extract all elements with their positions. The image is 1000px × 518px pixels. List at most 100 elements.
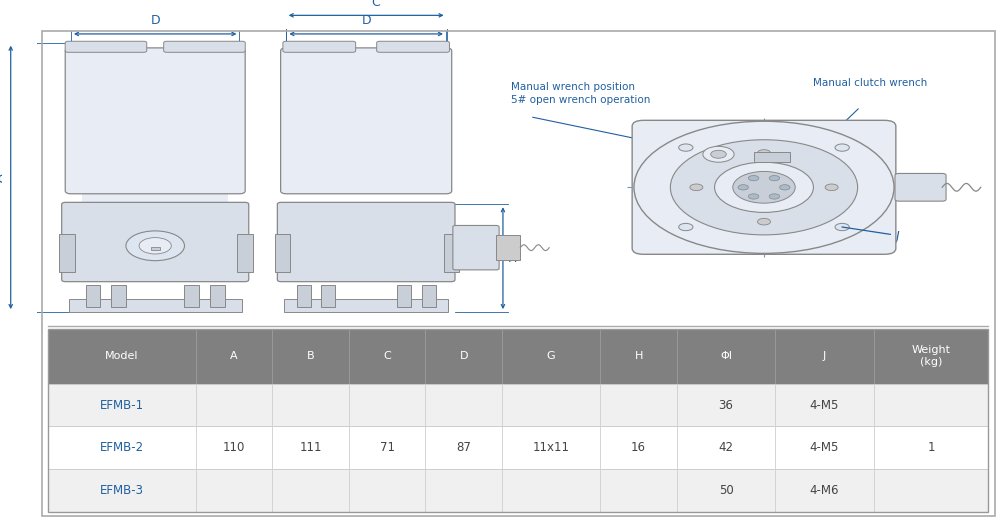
Bar [196, 469, 272, 512]
Text: D: D [150, 14, 160, 27]
Text: EFMB-3: EFMB-3 [100, 484, 144, 497]
Bar [754, 152, 790, 162]
Text: Manual clutch wrench: Manual clutch wrench [813, 78, 927, 88]
Bar [48, 328, 196, 384]
Bar [775, 469, 874, 512]
Bar [502, 469, 600, 512]
Text: J: J [823, 351, 826, 361]
Bar [502, 426, 600, 469]
Bar [184, 284, 199, 307]
Text: 16: 16 [631, 441, 646, 454]
Bar [321, 284, 335, 307]
FancyBboxPatch shape [895, 174, 946, 201]
Text: EFMB-2: EFMB-2 [100, 441, 144, 454]
Text: 111: 111 [299, 441, 322, 454]
Circle shape [825, 184, 838, 191]
Bar [425, 328, 502, 384]
Bar [151, 247, 160, 250]
Text: 4-M5: 4-M5 [810, 441, 839, 454]
Bar [59, 235, 75, 272]
Bar [272, 426, 349, 469]
Circle shape [733, 171, 795, 203]
FancyBboxPatch shape [277, 203, 455, 282]
Circle shape [679, 223, 693, 231]
Bar [775, 384, 874, 426]
Bar [425, 384, 502, 426]
Circle shape [690, 184, 703, 191]
Bar [600, 328, 677, 384]
Text: H: H [508, 252, 517, 265]
Text: C: C [383, 351, 391, 361]
Text: EFMB-1: EFMB-1 [100, 398, 144, 412]
Text: G: G [667, 232, 676, 245]
Bar [677, 328, 775, 384]
Circle shape [738, 184, 748, 190]
Bar [272, 328, 349, 384]
Text: 50: 50 [719, 484, 733, 497]
Bar [874, 469, 988, 512]
Text: 87: 87 [456, 441, 471, 454]
Circle shape [139, 238, 171, 254]
Bar [196, 384, 272, 426]
Bar [600, 469, 677, 512]
Bar [425, 426, 502, 469]
Bar [677, 426, 775, 469]
Circle shape [715, 162, 813, 212]
FancyBboxPatch shape [164, 41, 245, 52]
Bar [196, 426, 272, 469]
Circle shape [126, 231, 184, 261]
Bar [397, 284, 411, 307]
Bar [297, 284, 311, 307]
Bar [48, 328, 988, 512]
Bar [677, 384, 775, 426]
Text: 1: 1 [927, 441, 935, 454]
Bar [775, 426, 874, 469]
Circle shape [711, 150, 726, 158]
FancyBboxPatch shape [281, 48, 452, 194]
Bar [874, 328, 988, 384]
Circle shape [780, 184, 790, 190]
Circle shape [769, 194, 780, 199]
Circle shape [679, 144, 693, 151]
Bar [425, 469, 502, 512]
Circle shape [757, 150, 770, 156]
Text: ΦI: ΦI [645, 188, 659, 200]
Bar [82, 188, 228, 205]
Text: Weight
(kg): Weight (kg) [912, 346, 951, 367]
Bar [349, 469, 425, 512]
Text: H: H [634, 351, 643, 361]
Bar [69, 299, 242, 312]
Bar [237, 235, 253, 272]
Bar [48, 426, 196, 469]
Bar [48, 469, 196, 512]
Text: 110: 110 [223, 441, 245, 454]
Text: 71: 71 [380, 441, 395, 454]
Bar [677, 469, 775, 512]
FancyBboxPatch shape [632, 120, 896, 254]
Bar [272, 469, 349, 512]
FancyBboxPatch shape [453, 225, 499, 270]
Circle shape [748, 176, 759, 181]
Circle shape [757, 219, 770, 225]
Text: ΦI: ΦI [720, 351, 732, 361]
FancyBboxPatch shape [65, 41, 147, 52]
Text: J: J [895, 231, 899, 243]
Bar [349, 384, 425, 426]
Bar [111, 284, 126, 307]
Text: 11x11: 11x11 [533, 441, 570, 454]
Bar [284, 299, 448, 312]
FancyBboxPatch shape [65, 48, 245, 194]
Circle shape [835, 144, 849, 151]
Text: 36: 36 [719, 398, 734, 412]
Text: B: B [307, 351, 314, 361]
FancyBboxPatch shape [377, 41, 449, 52]
Text: 4-M5: 4-M5 [810, 398, 839, 412]
Bar [272, 384, 349, 426]
Bar [775, 328, 874, 384]
Circle shape [670, 140, 858, 235]
Bar [874, 384, 988, 426]
Bar [422, 284, 436, 307]
Bar [600, 426, 677, 469]
Bar [349, 426, 425, 469]
Circle shape [769, 176, 780, 181]
